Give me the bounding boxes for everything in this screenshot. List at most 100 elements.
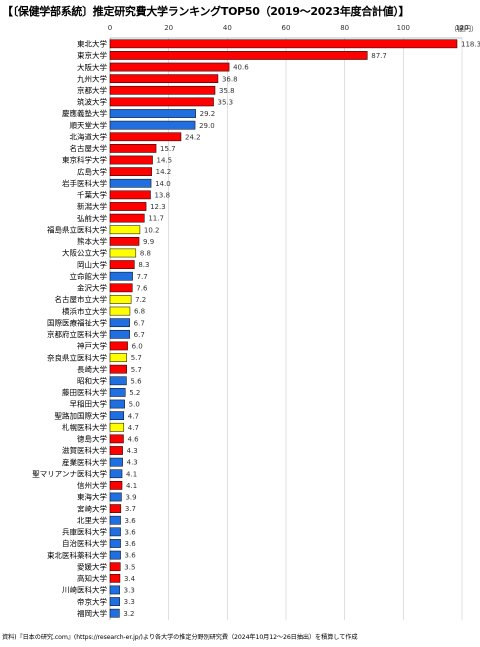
data-label: 4.3 — [127, 459, 138, 467]
category-label: 滋賀医科大学 — [62, 445, 107, 455]
category-label: 大阪公立大学 — [62, 248, 107, 258]
bar — [109, 562, 121, 572]
bar — [109, 353, 127, 362]
bar — [109, 248, 137, 258]
bar-chart: 0 20 40 60 80 100 120 （億円） 東北大学東京大学大阪大学九州大学京都大… — [32, 24, 480, 620]
data-label: 3.6 — [125, 552, 137, 560]
category-label: 聖路加国際大学 — [55, 410, 108, 420]
bar — [109, 608, 120, 618]
bar — [109, 39, 458, 49]
bar — [109, 283, 133, 293]
data-label: 40.6 — [233, 64, 249, 72]
category-label: 札幌医科大学 — [62, 422, 107, 432]
category-label: 弘前大学 — [77, 213, 107, 223]
data-label: 6.8 — [134, 308, 145, 316]
bar — [109, 51, 368, 60]
bars — [109, 39, 458, 618]
bar — [109, 434, 124, 444]
data-label: 8.8 — [140, 250, 151, 258]
data-label: 5.6 — [130, 377, 142, 385]
tick-label: 40 — [223, 24, 232, 32]
category-label: 宮崎大学 — [77, 503, 107, 513]
bar — [109, 573, 121, 583]
category-label: 藤田医科大学 — [62, 387, 107, 397]
tick-label: 0 — [108, 24, 112, 32]
category-label: 帝京大学 — [77, 596, 107, 606]
data-label: 35.8 — [219, 87, 235, 95]
data-label: 3.9 — [125, 494, 136, 502]
data-label: 14.2 — [156, 168, 172, 176]
data-label: 11.7 — [148, 215, 164, 223]
x-axis-ticks: 0 20 40 60 80 100 120 — [108, 24, 469, 32]
tick-label: 60 — [282, 24, 291, 32]
data-label: 4.6 — [127, 435, 139, 443]
bar — [109, 341, 128, 351]
bar — [109, 388, 126, 397]
bar — [109, 178, 152, 188]
data-label: 29.2 — [200, 110, 216, 118]
data-label: 3.5 — [124, 563, 135, 571]
category-label: 愛媛大学 — [77, 561, 107, 571]
data-label: 7.6 — [136, 284, 148, 292]
bar — [109, 399, 125, 409]
data-label: 7.2 — [135, 296, 146, 304]
bar — [109, 469, 123, 479]
category-label: 名古屋市立大学 — [55, 294, 108, 304]
bar — [109, 306, 131, 316]
bar — [109, 144, 157, 153]
category-label: 千葉大学 — [77, 190, 107, 200]
category-label: 京都大学 — [77, 85, 107, 95]
data-label: 3.6 — [125, 517, 137, 525]
data-label: 3.6 — [125, 528, 137, 536]
tick-label: 120 — [455, 24, 468, 32]
category-labels: 東北大学東京大学大阪大学九州大学京都大学筑波大学慶應義塾大学順天堂大学北海道大学… — [32, 39, 107, 618]
data-label: 87.7 — [371, 52, 387, 60]
source-note: 資料)『日本の研究.com』(https://research-er.jp/)よ… — [2, 634, 358, 641]
data-label: 3.7 — [125, 505, 136, 513]
data-label: 4.7 — [128, 412, 139, 420]
bar — [109, 85, 216, 95]
data-label: 4.7 — [128, 424, 139, 432]
category-label: 自治医科大学 — [62, 538, 107, 548]
bar — [109, 97, 214, 107]
value-labels: 118.3 87.7 40.6 36.8 35.8 35.329.2 29.0 24.2 15.… — [123, 40, 480, 617]
category-label: 神戸大学 — [77, 341, 107, 351]
category-label: 九州大学 — [77, 73, 107, 83]
data-label: 5.7 — [131, 354, 142, 362]
category-label: 東北医科薬科大学 — [47, 550, 107, 560]
data-label: 6.0 — [132, 343, 143, 351]
data-label: 7.7 — [137, 273, 148, 281]
bar — [109, 422, 125, 432]
category-label: 国際医療福祉大学 — [47, 317, 107, 327]
bar — [109, 481, 123, 490]
category-label: 東北大学 — [77, 39, 107, 49]
data-label: 29.0 — [199, 122, 215, 130]
bar — [109, 237, 140, 246]
tick-label: 20 — [164, 24, 173, 32]
category-label: 岡山大学 — [77, 259, 107, 269]
bar — [109, 132, 182, 142]
category-label: 聖マリアンナ医科大学 — [32, 468, 107, 478]
data-label: 24.2 — [185, 133, 201, 141]
bar — [109, 62, 230, 72]
bar — [109, 364, 127, 374]
category-label: 大阪大学 — [77, 62, 107, 72]
category-label: 信州大学 — [77, 480, 107, 490]
category-label: 東京大学 — [77, 50, 107, 60]
category-label: 筑波大学 — [77, 97, 107, 107]
bar — [109, 539, 121, 548]
category-label: 東京科学大学 — [62, 155, 107, 165]
data-label: 15.7 — [160, 145, 176, 153]
data-label: 3.6 — [125, 540, 137, 548]
category-label: 新潟大学 — [77, 201, 107, 211]
category-label: 徳島大学 — [77, 434, 107, 444]
bar — [109, 155, 153, 165]
tick-label: 80 — [340, 24, 349, 32]
category-label: 福島県立医科大学 — [47, 224, 107, 234]
category-label: 北海道大学 — [70, 131, 108, 141]
data-label: 4.1 — [126, 470, 137, 478]
category-label: 北里大学 — [77, 515, 107, 525]
data-label: 3.4 — [124, 575, 136, 583]
bar — [109, 109, 196, 118]
bar — [109, 585, 120, 595]
